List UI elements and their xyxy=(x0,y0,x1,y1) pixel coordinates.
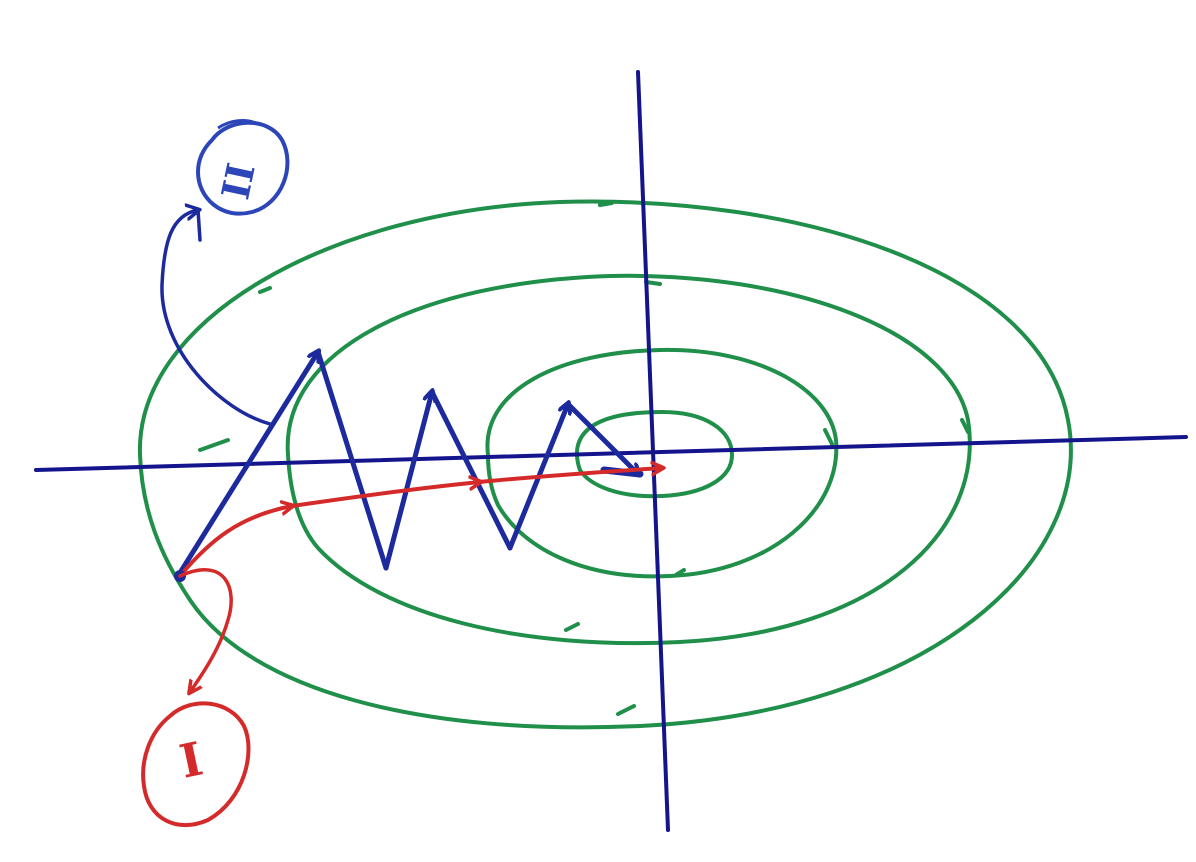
smooth-path-start xyxy=(178,506,292,578)
x-axis xyxy=(34,435,1188,472)
contour-tick xyxy=(616,704,636,716)
contour-tick xyxy=(960,418,970,434)
zigzag-segment xyxy=(315,349,389,571)
zigzag-segment xyxy=(383,392,432,571)
smooth-path-end xyxy=(478,468,662,484)
contour-tick xyxy=(598,201,614,207)
contour-tick xyxy=(198,438,230,452)
path-one-smooth xyxy=(178,468,662,578)
label-one: I xyxy=(141,701,251,827)
zigzag-segment xyxy=(565,401,638,474)
contour-third xyxy=(285,273,972,646)
contour-tick xyxy=(674,568,686,577)
label-two-circle xyxy=(195,120,290,216)
callout-arrow-two xyxy=(160,210,272,426)
contour-inner xyxy=(574,409,735,499)
contour-lines xyxy=(137,199,1073,730)
contour-tick xyxy=(258,286,272,294)
axes xyxy=(34,70,1188,832)
label-two-text: II xyxy=(212,159,263,203)
label-two: II xyxy=(195,119,290,216)
y-axis xyxy=(636,70,670,832)
contour-outer xyxy=(137,199,1073,730)
contour-tick xyxy=(823,428,834,446)
callout-arrow-two-tail xyxy=(196,208,202,242)
contour-tick xyxy=(564,622,580,632)
label-two-inner-ring xyxy=(217,119,259,130)
callout-arrow-one xyxy=(178,568,233,692)
contour-tick xyxy=(644,280,662,286)
label-one-text: I xyxy=(175,731,207,788)
label-one-circle xyxy=(141,701,251,827)
smooth-path-middle xyxy=(290,482,480,508)
contour-second xyxy=(485,347,839,579)
zigzag-segment xyxy=(429,389,513,551)
path-two-zigzag xyxy=(175,349,644,579)
zigzag-segment xyxy=(175,352,318,579)
